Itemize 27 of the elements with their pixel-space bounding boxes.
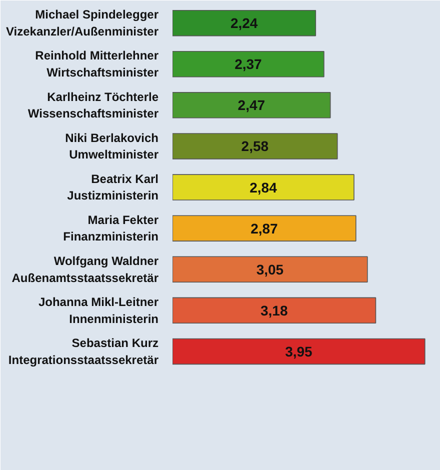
data-label: 2,58 [241,138,269,154]
y-tick-label: Michael Spindelegger Vizekanzler/Außenminister [6,8,159,38]
data-label: 2,87 [250,220,278,236]
data-label: 3,18 [260,302,288,318]
bar [172,51,324,78]
bar [172,174,354,200]
data-label: 3,95 [285,343,313,360]
y-tick-label: Beatrix Karl Justizministerin [67,172,159,203]
y-tick-label: Johanna Mikl-Leitner Innenministerin [38,295,159,326]
y-tick-label: Reinhold Mitterlehner Wirtschaftsminister [35,48,159,80]
data-label: 2,37 [234,56,262,72]
y-tick-label: Maria Fekter Finanzministerin [63,212,159,244]
bar [172,256,368,282]
bar [172,133,338,160]
bar [172,10,316,36]
y-tick-label: Karlheinz Töchterle Wissenschaftsminister [28,90,159,121]
bar [172,297,376,324]
data-label: 2,84 [250,179,278,196]
data-label: 2,47 [238,97,266,114]
bar [172,338,426,365]
y-tick-label: Niki Berlakovich Umweltminister [65,130,159,162]
bar [172,92,331,118]
y-tick-label: Sebastian Kurz Integrationsstaatssekretär [8,336,159,367]
bar [172,215,356,242]
data-label: 3,05 [256,261,284,278]
y-tick-label: Wolfgang Waldner Außenamtsstaatssekretär [12,254,159,285]
data-label: 2,24 [230,15,258,32]
